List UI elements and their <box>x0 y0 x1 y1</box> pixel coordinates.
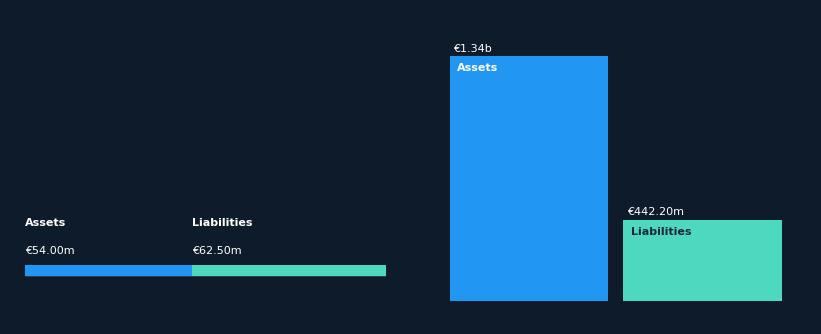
Text: €62.50m: €62.50m <box>192 245 241 256</box>
Bar <box>192 265 386 276</box>
Text: €442.20m: €442.20m <box>627 207 684 217</box>
Text: Liabilities: Liabilities <box>631 227 691 237</box>
Text: €54.00m: €54.00m <box>25 245 74 256</box>
Text: Assets: Assets <box>457 63 498 73</box>
Text: Liabilities: Liabilities <box>192 218 253 228</box>
Bar <box>623 220 782 301</box>
Bar <box>25 265 192 276</box>
Text: Assets: Assets <box>25 218 66 228</box>
Text: €1.34b: €1.34b <box>453 44 492 54</box>
Bar <box>450 56 608 301</box>
